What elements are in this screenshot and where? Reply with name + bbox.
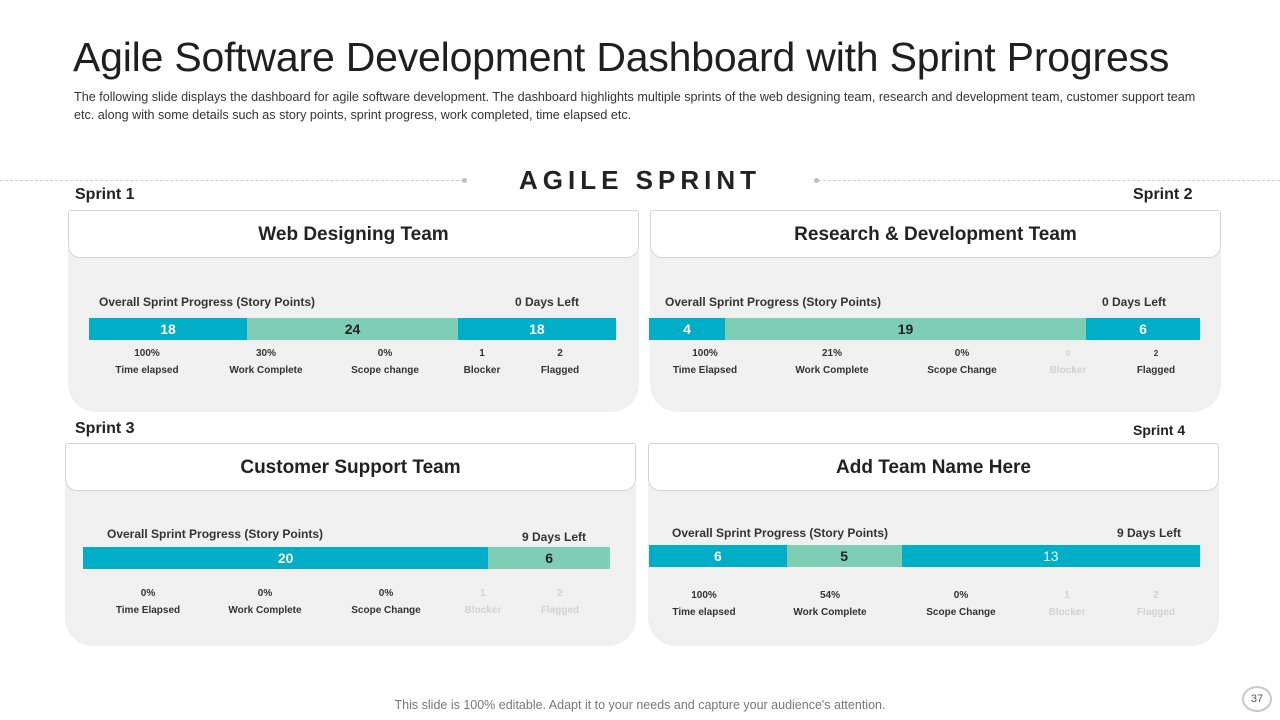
stat-work-complete: 0% Work Complete	[228, 588, 302, 616]
progress-segment: 13	[901, 545, 1200, 567]
sprint-progress-bar: 6 5 13	[649, 545, 1200, 567]
slide-subtitle: The following slide displays the dashboa…	[74, 90, 1196, 122]
progress-label: Overall Sprint Progress (Story Points)	[99, 295, 316, 309]
stat-blocker: 1 Blocker	[463, 348, 501, 376]
progress-segment: 5	[786, 545, 902, 567]
divider-left	[0, 180, 464, 181]
days-left: 9 Days Left	[522, 530, 587, 544]
sprint-4-label: Sprint 4	[1133, 422, 1186, 438]
sprint-1-label: Sprint 1	[75, 186, 135, 203]
stat-scope-change: 0% Scope Change	[351, 588, 421, 616]
progress-label: Overall Sprint Progress (Story Points)	[672, 526, 889, 540]
progress-segment: 6	[1086, 318, 1200, 340]
sprint-2-label: Sprint 2	[1133, 186, 1193, 203]
stat-scope-change: 0% Scope Change	[927, 348, 997, 376]
sprint-card-3: Customer Support Team Overall Sprint Pro…	[65, 443, 636, 646]
team-name-header: Add Team Name Here	[648, 443, 1219, 491]
divider-dot-left	[462, 178, 467, 183]
progress-segment: 20	[83, 547, 489, 569]
slide-title: Agile Software Development Dashboard wit…	[73, 34, 1170, 80]
sprint-card-2: Research & Development Team Overall Spri…	[649, 210, 1221, 412]
divider-dot-right	[814, 178, 819, 183]
stat-time-elapsed: 100% Time elapsed	[115, 348, 179, 376]
days-left: 0 Days Left	[1102, 295, 1167, 309]
footer-note: This slide is 100% editable. Adapt it to…	[394, 698, 886, 712]
progress-label: Overall Sprint Progress (Story Points)	[107, 527, 324, 541]
team-name-header: Web Designing Team	[68, 210, 639, 258]
sprint-progress-bar: 20 6	[83, 547, 610, 569]
stat-scope-change: 0% Scope Change	[926, 590, 996, 618]
section-heading: AGILE SPRINT	[518, 165, 761, 195]
sprint-3-label: Sprint 3	[75, 420, 135, 437]
stat-time-elapsed: 100% Time elapsed	[672, 590, 736, 618]
stat-time-elapsed: 100% Time Elapsed	[672, 348, 738, 376]
progress-segment: 6	[649, 545, 787, 567]
progress-segment: 4	[649, 318, 725, 340]
stat-flagged: 2 Flagged	[1136, 349, 1176, 376]
days-left: 0 Days Left	[515, 295, 580, 309]
stat-work-complete: 21% Work Complete	[795, 348, 869, 376]
sprint-progress-bar: 18 24 18	[89, 318, 616, 340]
stat-blocker: 1 Blocker	[1048, 590, 1086, 618]
stat-time-elapsed: 0% Time Elapsed	[115, 588, 181, 616]
progress-segment: 18	[89, 318, 248, 340]
sprint-progress-bar: 4 19 6	[649, 318, 1200, 340]
page-number: 37	[1242, 686, 1272, 712]
stat-flagged: 2 Flagged	[540, 588, 580, 616]
sprint-card-4: Add Team Name Here Overall Sprint Progre…	[648, 443, 1219, 646]
team-name-header: Customer Support Team	[65, 443, 636, 491]
stat-flagged: 2 Flagged	[540, 348, 580, 376]
team-name-header: Research & Development Team	[650, 210, 1221, 258]
stat-scope-change: 0% Scope change	[351, 348, 419, 376]
progress-segment: 6	[488, 547, 610, 569]
sprint-card-1: Web Designing Team Overall Sprint Progre…	[68, 210, 639, 412]
progress-segment: 24	[247, 318, 458, 340]
progress-segment: 18	[457, 318, 616, 340]
stat-blocker: 1 Blocker	[464, 588, 502, 616]
stat-blocker: 0 Blocker	[1049, 349, 1087, 376]
progress-label: Overall Sprint Progress (Story Points)	[665, 295, 882, 309]
stat-work-complete: 54% Work Complete	[793, 590, 867, 618]
stat-flagged: 2 Flagged	[1136, 590, 1176, 618]
days-left: 9 Days Left	[1117, 526, 1182, 540]
divider-right	[818, 180, 1280, 181]
progress-segment: 19	[725, 318, 1086, 340]
stat-work-complete: 30% Work Complete	[229, 348, 303, 376]
